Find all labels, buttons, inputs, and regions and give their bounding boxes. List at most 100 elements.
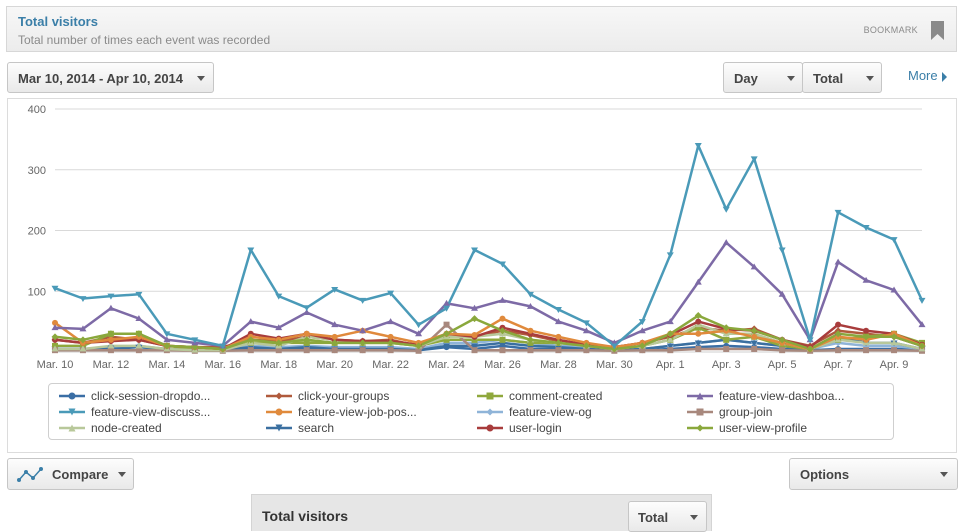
legend-marker — [696, 424, 704, 432]
data-point — [918, 342, 926, 350]
data-point — [806, 337, 814, 344]
x-tick-label: Apr. 3 — [712, 359, 741, 371]
data-point — [555, 347, 562, 354]
legend-marker — [68, 408, 76, 416]
data-point — [163, 331, 171, 338]
legend-swatch — [266, 424, 292, 432]
x-tick-label: Mar. 16 — [204, 359, 241, 371]
data-point — [526, 291, 534, 298]
data-point — [107, 342, 115, 349]
data-point — [359, 327, 367, 334]
legend-label: user-view-profile — [719, 421, 808, 435]
data-point — [471, 347, 478, 354]
data-point — [443, 330, 451, 338]
x-tick-label: Mar. 18 — [260, 359, 297, 371]
legend-swatch — [687, 392, 713, 400]
data-point — [387, 339, 395, 347]
data-point — [471, 336, 478, 343]
x-tick-label: Mar. 14 — [149, 359, 186, 371]
options-dropdown[interactable]: Options — [789, 458, 958, 490]
x-tick-label: Apr. 1 — [656, 359, 685, 371]
chart-legend: click-session-dropdo... click-your-groups… — [48, 383, 894, 440]
legend-swatch — [477, 408, 503, 416]
data-point — [918, 321, 926, 328]
chevron-right-icon[interactable] — [942, 72, 947, 82]
table-measure-label: Total — [638, 510, 669, 525]
data-point — [666, 252, 674, 259]
legend-swatch — [477, 424, 503, 432]
data-point — [275, 347, 282, 354]
date-range-dropdown[interactable]: Mar 10, 2014 - Apr 10, 2014 — [7, 62, 214, 93]
data-point — [750, 156, 758, 163]
more-link[interactable]: More — [908, 68, 938, 83]
data-point — [443, 305, 451, 312]
data-point — [554, 339, 562, 347]
data-point — [638, 327, 646, 334]
legend-marker — [68, 392, 76, 400]
data-point — [779, 347, 786, 354]
data-point — [834, 209, 842, 216]
x-tick-label: Apr. 5 — [768, 359, 797, 371]
y-tick-label: 400 — [28, 104, 46, 116]
measure-dropdown[interactable]: Total — [802, 62, 882, 93]
legend-marker — [486, 424, 494, 432]
data-point — [554, 307, 562, 313]
legend-swatch — [687, 424, 713, 432]
data-point — [862, 225, 870, 231]
data-point — [135, 315, 143, 322]
compare-dropdown[interactable]: Compare — [7, 458, 134, 490]
data-point — [890, 333, 898, 341]
table-measure-dropdown[interactable]: Total — [628, 501, 707, 532]
data-point — [499, 347, 506, 354]
data-point — [247, 347, 254, 354]
data-point — [135, 291, 143, 298]
data-point — [863, 327, 870, 334]
data-point — [443, 321, 450, 328]
chevron-down-icon — [866, 76, 874, 81]
line-chart: 100 200 300 400 Mar. 10 Mar. 12 Mar. 14 Mar. 16… — [28, 104, 926, 371]
data-point — [694, 312, 702, 320]
legend-swatch — [687, 408, 713, 416]
legend-label: user-login — [509, 421, 562, 435]
series-line — [54, 241, 923, 348]
table-header: Total visitors Total — [251, 494, 712, 532]
interval-label: Day — [734, 71, 758, 86]
data-point — [331, 333, 338, 340]
x-tick-label: Mar. 26 — [484, 359, 521, 371]
data-point — [834, 330, 842, 338]
x-tick-label: Mar. 20 — [316, 359, 353, 371]
data-point — [890, 286, 898, 293]
legend-label: click-session-dropdo... — [91, 389, 211, 403]
data-point — [554, 318, 562, 325]
data-point — [163, 342, 171, 350]
data-point — [443, 343, 451, 350]
interval-dropdown[interactable]: Day — [723, 62, 803, 93]
x-tick-label: Mar. 12 — [93, 359, 130, 371]
data-point — [862, 276, 870, 283]
data-point — [610, 343, 618, 350]
data-point — [303, 309, 311, 315]
legend-marker — [275, 408, 283, 416]
data-point — [163, 336, 171, 343]
legend-label: group-join — [719, 405, 773, 419]
data-point — [694, 340, 702, 347]
y-tick-label: 100 — [28, 286, 46, 298]
compare-label: Compare — [52, 467, 109, 482]
chevron-down-icon — [118, 472, 126, 477]
data-point — [890, 339, 898, 346]
measure-label: Total — [813, 71, 844, 86]
data-point — [415, 330, 423, 337]
date-range-label: Mar 10, 2014 - Apr 10, 2014 — [18, 71, 184, 86]
bookmark-icon[interactable] — [931, 21, 944, 40]
legend-swatch — [266, 408, 292, 416]
report-title: Total visitors — [18, 14, 98, 29]
data-point — [471, 343, 479, 350]
data-point — [331, 286, 339, 293]
data-point — [555, 333, 562, 340]
data-point — [583, 347, 590, 354]
bookmark-label[interactable]: BOOKMARK — [863, 25, 918, 35]
data-point — [582, 342, 590, 350]
data-point — [498, 296, 506, 303]
data-point — [107, 347, 114, 354]
data-point — [695, 324, 702, 331]
